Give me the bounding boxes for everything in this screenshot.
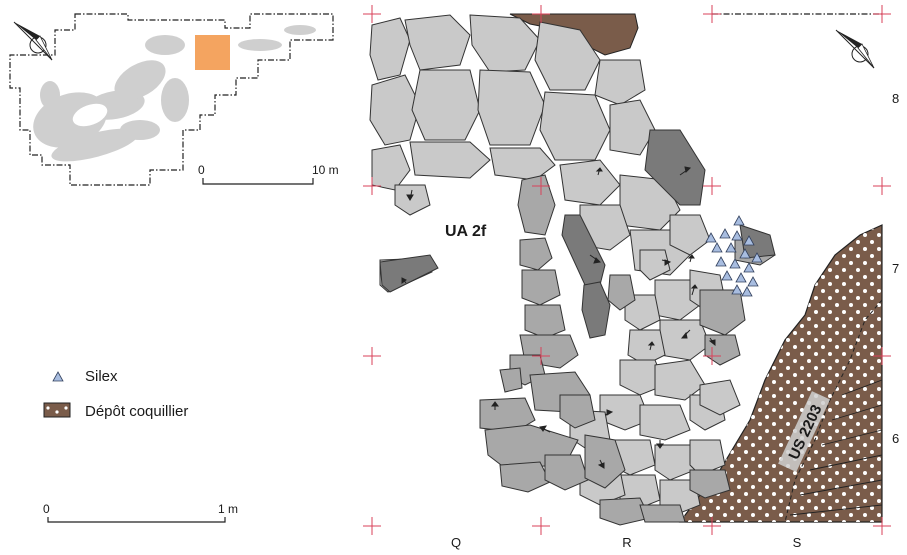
inset-scale-bar: 0 10 m	[198, 163, 339, 185]
grid-row-7: 7	[892, 261, 899, 276]
grid-crosses	[363, 5, 891, 535]
grid-column-s: S	[793, 535, 802, 550]
legend-silex-label: Silex	[85, 368, 118, 385]
inset-site-outline	[9, 13, 334, 186]
block-arrows	[401, 166, 716, 469]
legend: Silex Dépôt coquillier	[43, 368, 188, 420]
inset-rubble	[33, 25, 316, 162]
grid-row-8: 8	[892, 91, 899, 106]
stone-blocks	[369, 14, 776, 526]
inset-map: 0 10 m	[9, 13, 339, 186]
inset-scale-end: 10 m	[312, 163, 339, 177]
legend-depot-icon	[43, 402, 71, 418]
silex-cluster	[705, 215, 763, 297]
scale-bar-end: 1 m	[218, 502, 238, 516]
inset-north-arrow-icon	[13, 21, 53, 61]
grid-row-6: 6	[892, 431, 899, 446]
ua-label: UA 2f	[445, 223, 487, 240]
scale-bar-start: 0	[43, 502, 50, 516]
north-arrow-icon	[835, 29, 875, 69]
scale-bar: 0 1 m	[43, 502, 238, 523]
inset-scale-start: 0	[198, 163, 205, 177]
legend-silex-icon	[52, 371, 64, 382]
main-plan: US 2203	[363, 5, 899, 550]
grid-column-q: Q	[451, 535, 461, 550]
inset-excavation-highlight	[195, 35, 230, 70]
grid-column-r: R	[622, 535, 631, 550]
legend-depot-label: Dépôt coquillier	[85, 403, 188, 420]
